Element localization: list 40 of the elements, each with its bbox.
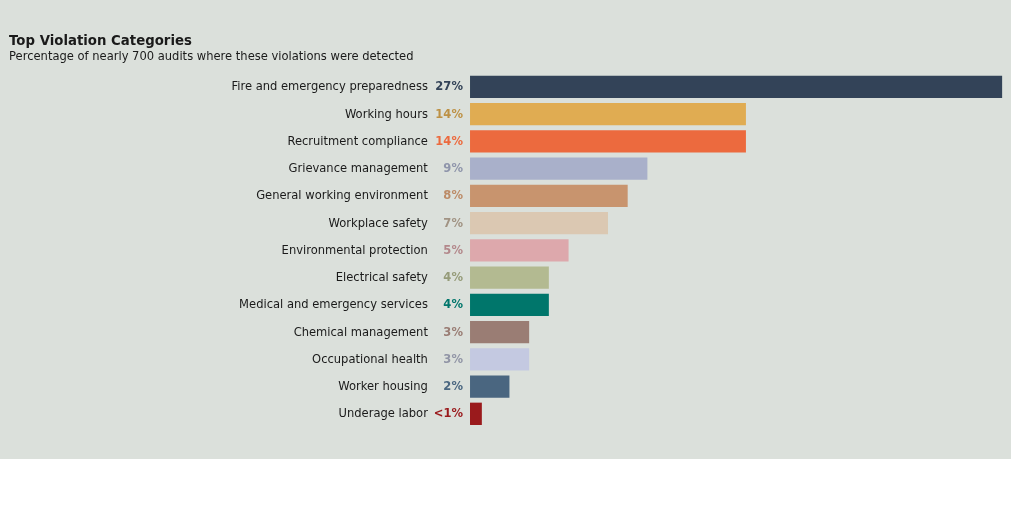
data-label: 14%: [435, 106, 464, 121]
data-label: 7%: [443, 215, 464, 230]
bar: [470, 320, 530, 344]
y-tick-label: Electrical safety: [335, 270, 429, 285]
data-label: 3%: [443, 324, 464, 339]
y-tick-label: Recruitment compliance: [287, 133, 428, 148]
y-tick-label: Underage labor: [338, 406, 429, 421]
data-label: <1%: [433, 406, 464, 421]
data-label: 4%: [443, 297, 464, 312]
y-tick-label: Grievance management: [288, 161, 429, 176]
bar: [470, 402, 482, 425]
y-tick-label: Environmental protection: [281, 242, 428, 257]
data-label: 27%: [435, 79, 464, 94]
text: Percentage of nearly 700 audits where these violations were detected: [9, 48, 414, 63]
bar: [470, 130, 746, 153]
y-tick-label: Workplace safety: [328, 215, 429, 230]
data-label: 4%: [443, 270, 464, 285]
bar: [470, 75, 1003, 99]
data-label: 14%: [435, 133, 464, 148]
bar: [470, 239, 569, 262]
y-tick-label: Fire and emergency preparedness: [231, 79, 428, 94]
text: Top Violation Categories: [9, 33, 192, 49]
bar: [470, 102, 746, 126]
y-tick-label: Chemical management: [293, 324, 429, 339]
bar: [470, 293, 549, 316]
data-label: 2%: [443, 379, 464, 394]
bar: [470, 266, 549, 289]
bar: [470, 375, 510, 398]
y-tick-label: Working hours: [344, 106, 428, 121]
y-tick-label: Medical and emergency services: [239, 297, 428, 312]
bar: [470, 184, 628, 208]
y-tick-label: Worker housing: [338, 379, 428, 394]
data-label: 3%: [443, 351, 464, 366]
y-tick-label: General working environment: [256, 188, 429, 203]
y-tick-label: Occupational health: [312, 351, 428, 366]
bar: [470, 157, 648, 180]
data-label: 9%: [443, 161, 464, 176]
data-label: 8%: [443, 188, 464, 203]
bar: [470, 211, 608, 235]
data-label: 5%: [443, 242, 464, 257]
